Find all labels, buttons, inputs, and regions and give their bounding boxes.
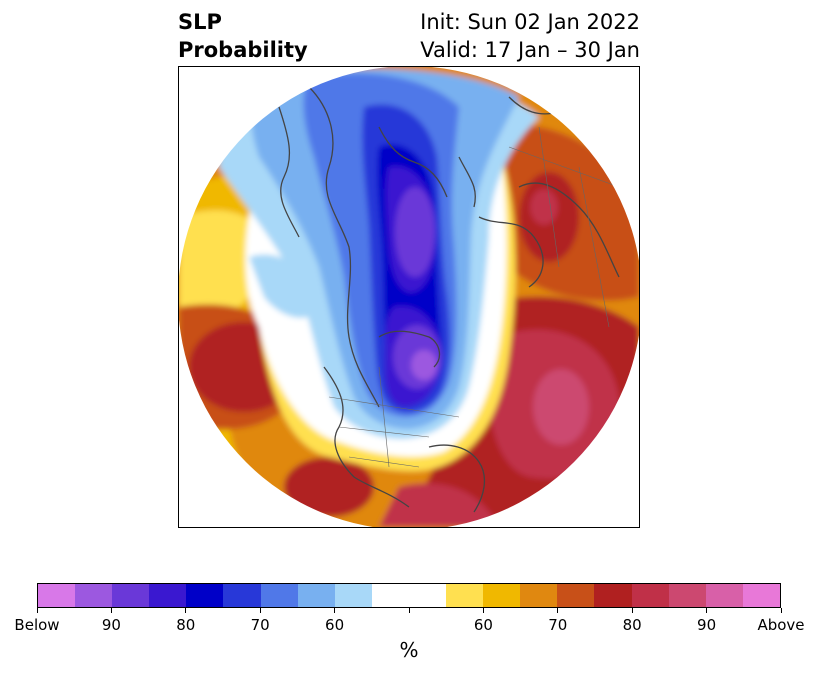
colorbar-tick [36, 608, 38, 613]
colorbar-tick-label: 60 [325, 616, 345, 634]
colorbar-cell [112, 584, 150, 607]
colorbar-cell [223, 584, 261, 607]
colorbar-cell [520, 584, 558, 607]
colorbar-cell [75, 584, 113, 607]
colorbar-tick-label: 70 [250, 616, 270, 634]
colorbar-tick [185, 608, 187, 613]
colorbar-tick [482, 608, 484, 613]
colorbar-tick-label: Below [14, 616, 60, 634]
colorbar-tick [557, 608, 559, 613]
colorbar-cell [594, 584, 632, 607]
colorbar-tick [334, 608, 336, 613]
colorbar-tick-label: 90 [697, 616, 717, 634]
colorbar-cell [483, 584, 521, 607]
polar-map-svg [179, 67, 639, 527]
colorbar-tick [780, 608, 782, 613]
colorbar-tick [259, 608, 261, 613]
colorbar-cell [668, 584, 706, 607]
colorbar-tick [706, 608, 708, 613]
probability-colorbar [37, 583, 781, 608]
colorbar-tick-label: 80 [176, 616, 196, 634]
colorbar-cell [334, 584, 372, 607]
colorbar-tick-label: 70 [548, 616, 568, 634]
colorbar-tick-label: Above [757, 616, 805, 634]
title-line-variable: SLP [178, 10, 222, 34]
colorbar-tick-label: 60 [473, 616, 493, 634]
colorbar-cell [631, 584, 669, 607]
colorbar-cell [186, 584, 224, 607]
forecast-dates: Init: Sun 02 Jan 2022 Valid: 17 Jan – 30… [420, 8, 640, 64]
colorbar-tick-label: 90 [101, 616, 121, 634]
title-line-type: Probability [178, 38, 308, 62]
colorbar-cell [446, 584, 484, 607]
colorbar-cell [371, 584, 409, 607]
colorbar-cell [742, 584, 780, 607]
colorbar-cell [408, 584, 447, 607]
colorbar-cell [149, 584, 187, 607]
colorbar-cell [705, 584, 743, 607]
colorbar-tick [631, 608, 633, 613]
colorbar-cell [260, 584, 298, 607]
borders [328, 126, 620, 468]
colorbar-cell [297, 584, 335, 607]
valid-range: Valid: 17 Jan – 30 Jan [420, 38, 640, 62]
colorbar-tick [110, 608, 112, 613]
init-date: Init: Sun 02 Jan 2022 [420, 10, 640, 34]
colorbar-unit-label: % [399, 638, 419, 662]
colorbar-tick-label: 80 [622, 616, 642, 634]
colorbar-cell [38, 584, 76, 607]
probability-field [179, 67, 639, 527]
map-title: SLP Probability [178, 8, 308, 64]
colorbar-cell [557, 584, 595, 607]
probability-map [178, 66, 640, 528]
colorbar-tick [408, 608, 410, 613]
